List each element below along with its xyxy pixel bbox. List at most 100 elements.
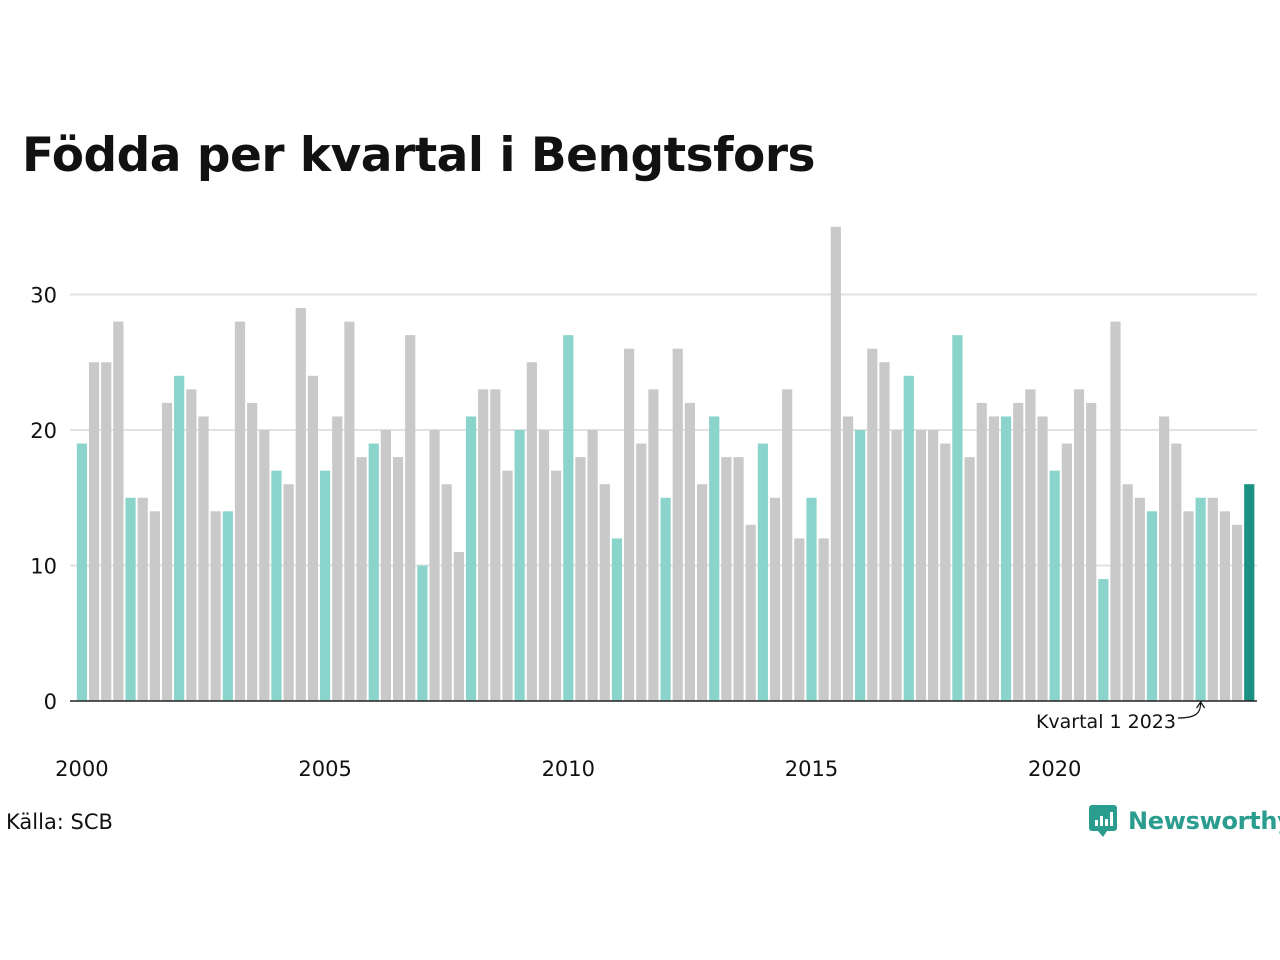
bar <box>1232 524 1243 701</box>
annotation-arrowhead <box>1196 700 1206 709</box>
y-axis-ticks: 0 10 20 30 <box>30 284 57 715</box>
bar <box>1183 511 1194 701</box>
bar <box>976 402 987 701</box>
bar <box>733 457 744 701</box>
bar <box>745 524 756 701</box>
newsworthy-logo-icon <box>1089 805 1117 837</box>
bar <box>478 389 489 701</box>
bar <box>928 430 939 701</box>
bar <box>149 511 160 701</box>
bar <box>210 511 221 701</box>
x-tick-label: 2020 <box>1028 757 1081 781</box>
bar <box>599 484 610 701</box>
annotation-label: Kvartal 1 2023 <box>1036 711 1176 733</box>
bar <box>1159 416 1170 701</box>
y-tick-label: 0 <box>44 690 57 714</box>
bar <box>806 497 817 701</box>
bar <box>1110 321 1121 701</box>
y-tick-label: 30 <box>30 284 57 308</box>
bar <box>769 497 781 701</box>
bar <box>490 389 501 701</box>
bar <box>502 470 513 701</box>
bar <box>794 538 805 701</box>
bar <box>259 430 270 701</box>
bar <box>709 416 720 701</box>
brand-logo[interactable]: Newsworthy <box>1088 804 1280 838</box>
bar <box>1086 402 1097 701</box>
x-tick-label: 2005 <box>298 757 351 781</box>
bar <box>696 484 708 701</box>
bar <box>368 443 379 701</box>
bar <box>1195 497 1206 701</box>
bar <box>405 335 416 701</box>
bar <box>186 389 197 701</box>
bar <box>575 457 586 701</box>
bar <box>1134 497 1145 701</box>
bar <box>624 348 635 701</box>
bar <box>88 362 100 701</box>
bar <box>964 457 975 701</box>
brand-name: Newsworthy <box>1128 807 1280 835</box>
bar <box>429 430 440 701</box>
bar <box>234 321 246 701</box>
bar <box>1061 443 1072 701</box>
bar <box>417 565 428 701</box>
bar <box>137 497 148 701</box>
x-tick-label: 2010 <box>542 757 595 781</box>
bar <box>867 348 878 701</box>
x-tick-label: 2000 <box>55 757 108 781</box>
bar <box>1244 484 1255 701</box>
bar <box>161 402 173 701</box>
bar <box>1000 416 1012 701</box>
bar <box>356 457 367 701</box>
bar <box>271 470 282 701</box>
bar <box>782 389 793 701</box>
source-label: Källa: SCB <box>6 810 113 834</box>
bar <box>818 538 829 701</box>
bar <box>1122 484 1133 701</box>
bar <box>952 335 963 701</box>
bar <box>1025 389 1036 701</box>
bar <box>1146 511 1158 701</box>
annotation: Kvartal 1 2023 <box>1036 700 1206 733</box>
bar <box>344 321 355 701</box>
bar <box>1013 402 1024 701</box>
x-tick-label: 2015 <box>785 757 838 781</box>
bar <box>247 402 258 701</box>
bar <box>672 348 683 701</box>
bar <box>551 470 562 701</box>
bar <box>465 416 477 701</box>
bar <box>940 443 951 701</box>
bar <box>903 375 914 701</box>
bar <box>526 362 537 701</box>
bar <box>332 416 343 701</box>
y-tick-label: 20 <box>30 419 57 443</box>
bar <box>76 443 87 701</box>
bar <box>1207 497 1218 701</box>
bar <box>830 226 841 701</box>
y-tick-label: 10 <box>30 555 57 579</box>
bar <box>660 497 671 701</box>
bar <box>113 321 124 701</box>
bar <box>721 457 732 701</box>
bar <box>101 362 112 701</box>
bar <box>1073 389 1085 701</box>
bar <box>441 484 452 701</box>
bar <box>1037 416 1048 701</box>
bar <box>563 335 574 701</box>
bar <box>611 538 623 701</box>
x-axis-ticks: 2000 2005 2010 2015 2020 <box>55 757 1081 781</box>
bar <box>988 416 999 701</box>
chart-title: Födda per kvartal i Bengtsfors <box>22 128 815 183</box>
bar <box>538 430 550 701</box>
bar <box>587 430 598 701</box>
bar <box>855 430 866 701</box>
annotation-arrow <box>1177 702 1202 719</box>
bar <box>891 430 902 701</box>
bar <box>320 470 331 701</box>
bar <box>380 430 391 701</box>
bar <box>295 308 306 701</box>
bar <box>125 497 136 701</box>
bar <box>1171 443 1182 701</box>
